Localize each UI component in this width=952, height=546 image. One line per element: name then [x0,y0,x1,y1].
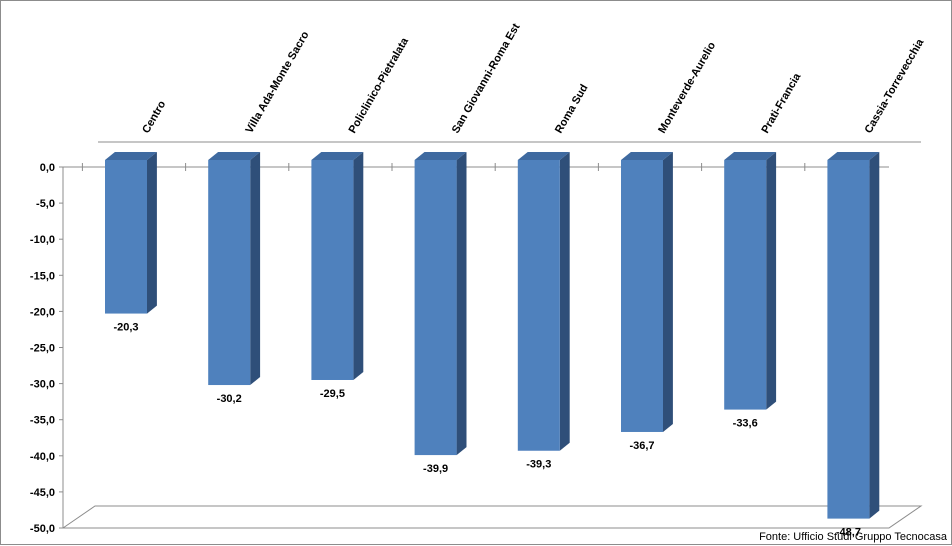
source-note: Fonte: Ufficio Studi Gruppo Tecnocasa [759,531,948,543]
bar-front [414,160,457,456]
data-label: -29,5 [320,388,345,400]
data-label: -48,7 [836,527,861,539]
bar-front [621,160,663,432]
bar-front [724,160,767,410]
y-tick-label: -30,0 [30,379,55,391]
category-label: Prati-Francia [759,70,803,135]
y-tick-label: -25,0 [30,343,55,355]
bar-side [250,152,261,386]
bar-front [827,160,870,519]
chart-floor [61,505,923,529]
data-label: -36,7 [629,440,654,452]
y-tick-label: 0,0 [40,162,55,174]
y-tick-label: -20,0 [30,306,55,318]
bar [517,152,570,451]
data-label: -39,9 [423,463,448,475]
data-label: -20,3 [113,322,138,334]
labels: 0,0 -5,0 -10,0 -15,0 -20,0 -25,0 -30,0 -35,0 -40… [30,21,927,538]
bar [311,152,364,380]
bar-side [766,152,777,410]
bar-side [147,152,157,314]
bar [105,152,157,314]
category-label: Centro [140,99,168,136]
data-label: -33,6 [733,418,758,430]
bar-top [517,152,570,160]
bar-front [105,160,147,314]
bar-side [559,152,570,451]
y-tick-label: -10,0 [30,234,55,246]
bar-top [311,152,364,160]
category-label: Policlinico-Pietralata [347,35,412,135]
category-label: San Giovanni-Roma Est [450,21,523,135]
y-tick-label: -45,0 [30,487,55,499]
category-label: Cassia-Torrevecchia [863,36,927,135]
bar-side [869,152,880,519]
bar-side [353,152,364,380]
bar-top [105,152,157,160]
bar-front [517,160,560,451]
bar-front [208,160,251,386]
bar-top [208,152,261,160]
bar-top [724,152,777,160]
bar-top [414,152,467,160]
data-label: -30,2 [217,393,242,405]
bars [105,152,880,519]
bar-side [663,152,673,432]
bar [827,152,880,519]
category-label: Monteverde-Aurelio [656,40,718,136]
chart-axes [59,141,921,529]
bar [414,152,467,456]
bar-front [311,160,354,380]
category-label: Villa Ada-Monte Sacro [243,29,311,135]
y-tick-label: -50,0 [30,523,55,535]
category-label: Roma Sud [553,82,591,135]
y-tick-label: -5,0 [36,198,55,210]
bar-side [456,152,467,456]
bar-top [827,152,880,160]
y-tick-label: -15,0 [30,270,55,282]
bar [621,152,673,432]
bar [724,152,777,410]
chart-floor-plane [61,505,923,529]
data-label: -39,3 [526,459,551,471]
bar [208,152,261,386]
bar-top [621,152,673,160]
y-tick-label: -40,0 [30,451,55,463]
y-tick-label: -35,0 [30,415,55,427]
